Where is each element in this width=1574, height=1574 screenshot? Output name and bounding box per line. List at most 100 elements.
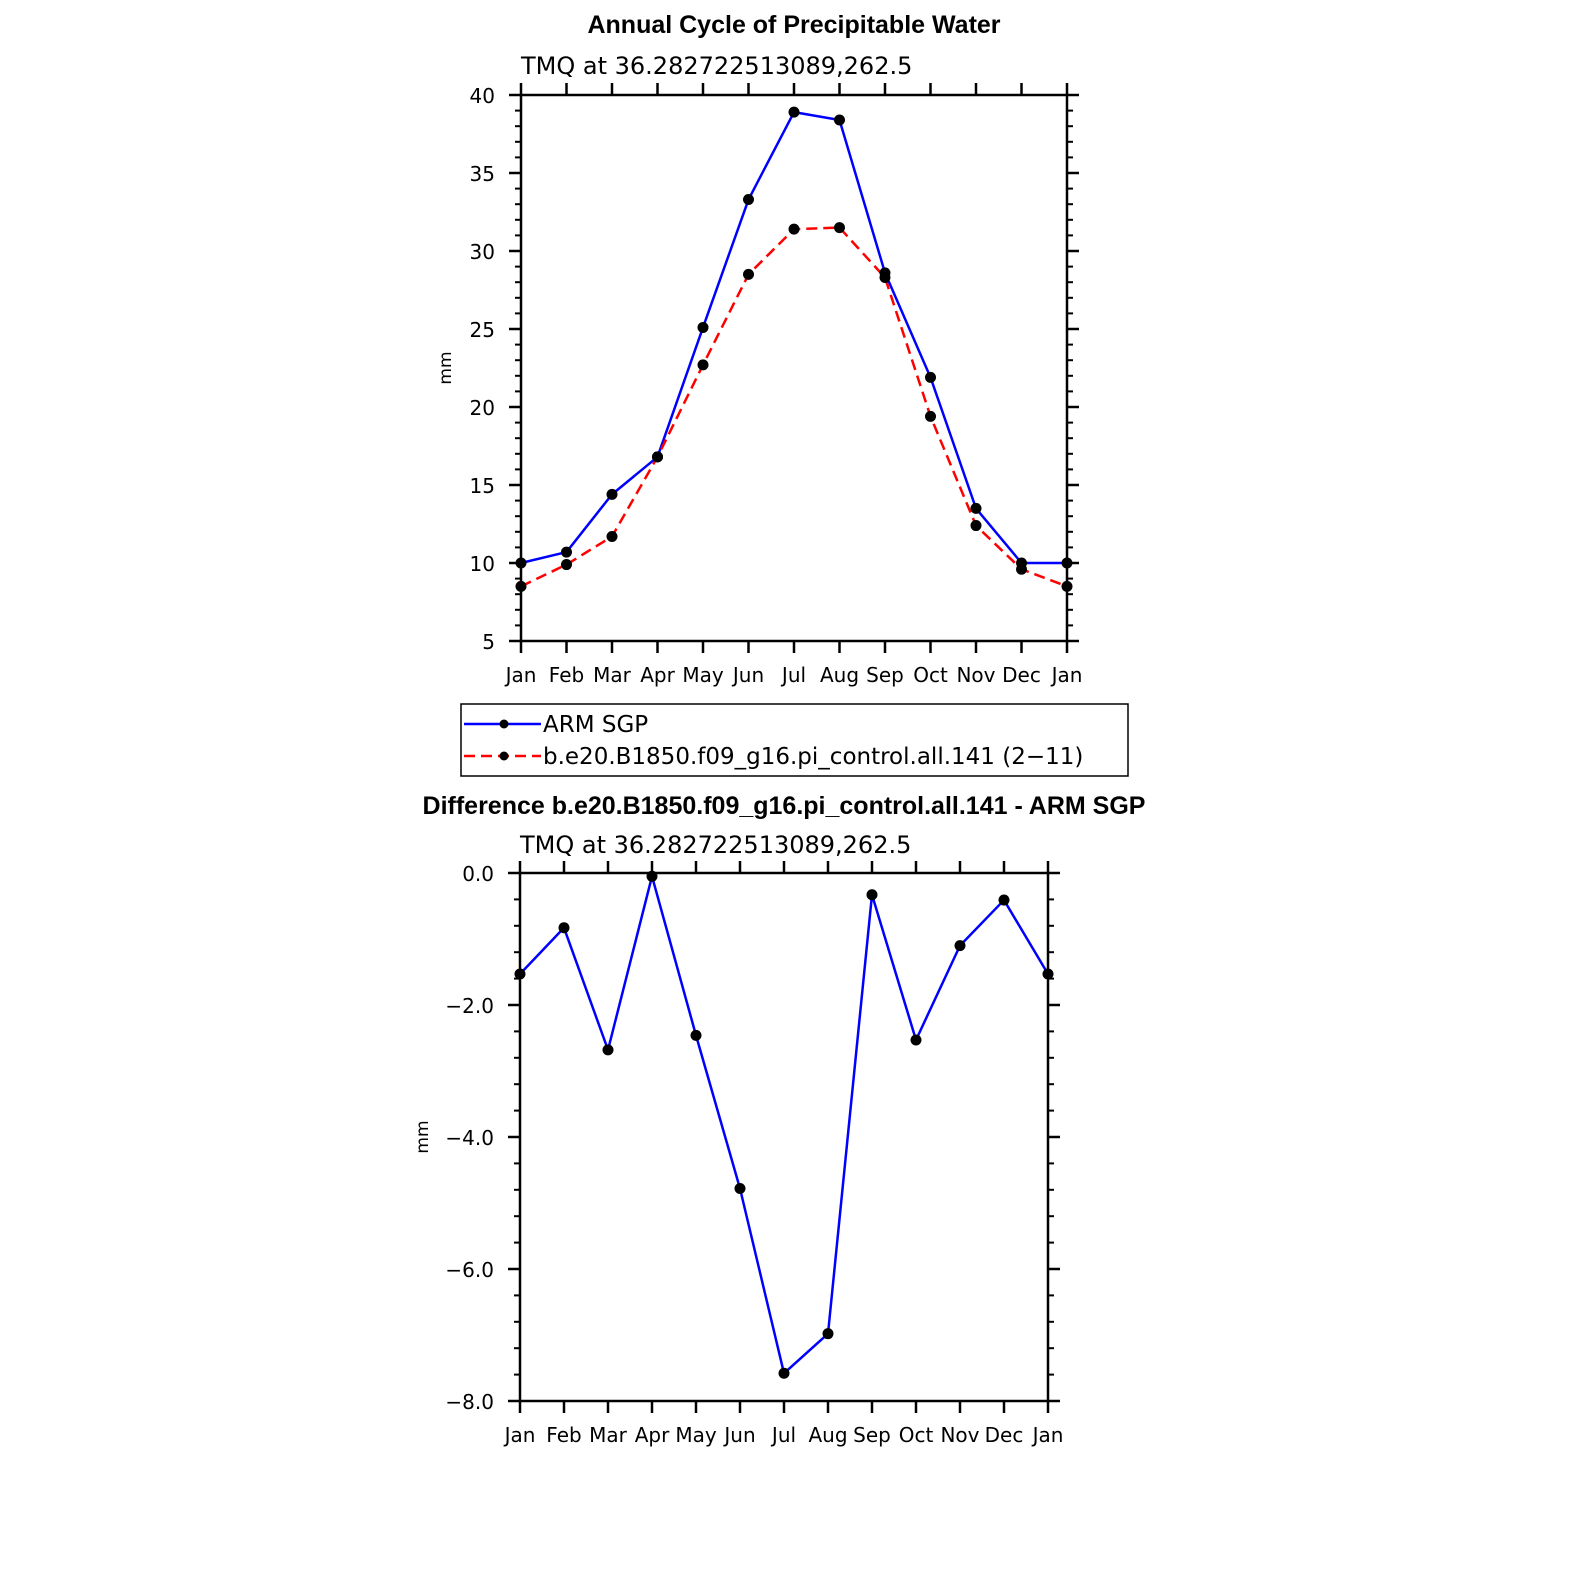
top-series-1-point — [925, 410, 936, 422]
bottom-x-tick-label: Aug — [808, 1423, 847, 1447]
top-chart-title: Annual Cycle of Precipitable Water — [587, 11, 1000, 39]
top-x-tick-label: Aug — [820, 663, 859, 687]
top-x-tick-label: Jan — [504, 663, 537, 687]
top-series-0-point — [743, 194, 754, 206]
bottom-x-tick-label: Jan — [1031, 1423, 1064, 1447]
bottom-y-axis-label: mm — [413, 1120, 433, 1153]
bottom-chart-subtitle: TMQ at 36.282722513089,262.5 — [519, 831, 911, 859]
top-series-0-point — [606, 488, 618, 500]
top-ticks: Jan Feb Mar Apr May Jun Jul Aug Sep Oct Nov Dec Jan 5… — [470, 83, 1083, 687]
top-x-tick-label: Jan — [1050, 663, 1083, 687]
legend-model-marker — [499, 751, 509, 761]
bottom-series-0-point — [998, 894, 1010, 906]
top-y-tick-label: 40 — [470, 84, 495, 108]
top-series-1-point — [1016, 563, 1027, 575]
bottom-series-0-point — [690, 1029, 702, 1041]
top-series-1-point — [879, 272, 891, 284]
bottom-panel: Difference b.e20.B1850.f09_g16.pi_contro… — [413, 792, 1145, 1447]
top-series-0-point — [561, 546, 572, 558]
top-x-tick-label: Nov — [956, 663, 995, 687]
bottom-x-tick-label: Nov — [940, 1423, 979, 1447]
bottom-x-tick-label: May — [675, 1423, 717, 1447]
bottom-y-tick-label: −8.0 — [445, 1390, 494, 1414]
bottom-x-tick-label: Apr — [635, 1423, 670, 1447]
bottom-ticks: Jan Feb Mar Apr May Jun Jul Aug Sep Oct Nov Dec Jan−… — [445, 861, 1063, 1447]
bottom-series-0-point — [514, 968, 526, 980]
bottom-x-tick-label: Jun — [722, 1423, 755, 1447]
bottom-y-tick-label: −2.0 — [445, 994, 494, 1018]
bottom-chart-title: Difference b.e20.B1850.f09_g16.pi_contro… — [423, 792, 1146, 820]
bottom-series-0-point — [1042, 968, 1054, 980]
bottom-series-0-point — [954, 940, 966, 952]
top-y-tick-label: 5 — [482, 630, 495, 654]
bottom-x-tick-label: Mar — [589, 1423, 628, 1447]
bottom-x-tick-label: Oct — [899, 1423, 934, 1447]
top-series — [520, 110, 1068, 588]
bottom-series — [519, 875, 1050, 1375]
top-series-line-0 — [520, 110, 1067, 565]
bottom-series-0-point — [646, 870, 658, 882]
top-x-tick-label: Sep — [866, 663, 904, 687]
top-series-1-point — [970, 520, 982, 532]
top-y-axis-label: mm — [436, 351, 456, 384]
top-series-1-point — [606, 530, 618, 542]
top-panel: Annual Cycle of Precipitable Water TMQ a… — [436, 11, 1082, 687]
top-x-tick-label: Feb — [549, 663, 584, 687]
top-series-0-point — [834, 114, 845, 126]
top-series-1-point — [515, 580, 527, 592]
top-series-0-point — [697, 321, 709, 333]
bottom-y-tick-label: −6.0 — [445, 1258, 494, 1282]
bottom-y-tick-label: −4.0 — [445, 1126, 494, 1150]
top-x-tick-label: Jun — [731, 663, 764, 687]
legend-box — [460, 703, 1129, 777]
top-x-tick-label: Oct — [913, 663, 948, 687]
top-series-1-point — [697, 359, 709, 371]
legend-arm-marker — [499, 719, 509, 729]
top-series-0-point — [515, 557, 527, 569]
top-x-tick-label: Dec — [1002, 663, 1041, 687]
bottom-series-0-point — [822, 1328, 834, 1340]
top-y-tick-label: 20 — [470, 396, 495, 420]
top-series-1-point — [561, 559, 572, 571]
top-series-0-point — [925, 371, 936, 383]
top-series-1-point — [652, 451, 663, 463]
top-series-1-point — [1061, 580, 1073, 592]
top-y-tick-label: 35 — [470, 162, 495, 186]
top-series-0-point — [1061, 557, 1073, 569]
legend: ARM SGP b.e20.B1850.f09_g16.pi_control.a… — [460, 703, 1129, 777]
top-series-1-point — [788, 223, 800, 235]
bottom-series-0-point — [734, 1182, 746, 1194]
bottom-x-tick-label: Dec — [985, 1423, 1024, 1447]
top-series-1-point — [834, 222, 845, 234]
bottom-series-0-point — [602, 1044, 614, 1056]
bottom-x-tick-label: Feb — [546, 1423, 581, 1447]
bottom-markers — [514, 870, 1054, 1379]
bottom-x-tick-label: Sep — [853, 1423, 891, 1447]
bottom-series-0-point — [866, 889, 878, 901]
top-y-tick-label: 10 — [470, 552, 495, 576]
legend-model-label: b.e20.B1850.f09_g16.pi_control.all.141 (… — [543, 744, 1083, 770]
top-x-tick-label: May — [682, 663, 724, 687]
legend-arm-label: ARM SGP — [543, 712, 648, 738]
top-x-tick-label: Mar — [593, 663, 632, 687]
bottom-series-0-point — [558, 922, 570, 934]
top-series-0-point — [788, 106, 800, 118]
bottom-series-0-point — [910, 1034, 922, 1046]
bottom-series-0-point — [778, 1367, 790, 1379]
top-x-tick-label: Jul — [780, 663, 806, 687]
top-series-1-point — [743, 268, 754, 280]
bottom-y-tick-label: 0.0 — [462, 862, 494, 886]
bottom-x-tick-label: Jul — [770, 1423, 796, 1447]
bottom-series-line-0 — [519, 875, 1050, 1375]
top-chart-subtitle: TMQ at 36.282722513089,262.5 — [520, 52, 912, 80]
top-markers — [515, 106, 1073, 592]
top-y-tick-label: 30 — [470, 240, 495, 264]
top-series-0-point — [970, 502, 982, 514]
top-x-tick-label: Apr — [640, 663, 675, 687]
top-plot-frame — [519, 93, 1069, 643]
top-series-line-1 — [520, 226, 1068, 588]
bottom-plot-frame — [518, 871, 1050, 1403]
top-y-tick-label: 25 — [470, 318, 495, 342]
bottom-x-tick-label: Jan — [503, 1423, 536, 1447]
